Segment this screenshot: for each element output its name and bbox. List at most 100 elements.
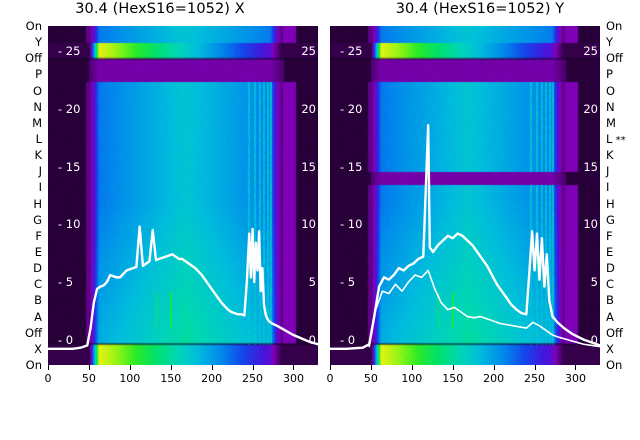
category-label-p: P: [35, 67, 42, 82]
x-axis-tick-label: 300: [282, 372, 304, 385]
category-label-x: X: [34, 341, 42, 356]
x-axis-tick-label: 150: [160, 372, 182, 385]
category-label-m: M: [32, 115, 42, 130]
inner-tick-label-right: 5: [590, 274, 598, 289]
category-axis-left: On Y Off P O N M L K J I H G F E D C B A Off X On: [0, 19, 46, 372]
category-label-off: Off: [25, 51, 42, 66]
x-axis-tick: [211, 365, 213, 370]
inner-tick-label-left: - 25: [340, 44, 363, 59]
category-label-f: F: [606, 228, 613, 243]
category-label-m: M: [606, 115, 616, 130]
category-label-off: Off: [606, 51, 623, 66]
category-label-p: P: [606, 67, 613, 82]
x-axis-tick: [411, 365, 413, 370]
category-label-a: A: [606, 309, 614, 324]
inner-tick-label-left: - 10: [58, 217, 81, 232]
category-label-on-2: On: [25, 358, 42, 372]
overlay-curve-y: [330, 123, 600, 351]
category-label-i: I: [606, 180, 610, 195]
x-axis-x: 0 50 100 150 200 250 300: [44, 365, 318, 405]
category-label-n: N: [33, 99, 42, 114]
category-label-k: K: [34, 148, 42, 163]
x-axis-tick-label: 150: [442, 372, 464, 385]
category-label-off-2: Off: [25, 325, 42, 340]
category-label-l: L: [35, 132, 42, 146]
category-label-e: E: [34, 245, 42, 259]
category-label-h: H: [606, 196, 615, 211]
category-label-i: I: [38, 180, 42, 195]
category-label-b: B: [606, 293, 614, 308]
category-label-c: C: [33, 277, 42, 292]
category-label-g: G: [606, 212, 615, 227]
x-axis-tick-label: 0: [326, 372, 334, 385]
category-label-d: D: [33, 261, 42, 276]
inner-tick-label-right: 25: [583, 44, 598, 59]
category-label-b: B: [34, 293, 42, 308]
panel-y: 30.4 (HexS16=1052) Y - 0 0 - 5 5 - 10 10 - 15 1…: [320, 0, 640, 440]
inner-tick-label-right: 10: [583, 217, 598, 232]
inner-tick-label-right: 15: [583, 159, 598, 174]
category-label-n: N: [606, 99, 615, 114]
x-axis-tick: [534, 365, 536, 370]
inner-tick-label-right: 0: [308, 332, 316, 347]
category-label-a: A: [34, 309, 42, 324]
x-axis-y: 0 50 100 150 200 250 300: [326, 365, 600, 405]
x-axis-tick-label: 250: [524, 372, 546, 385]
inner-tick-label-right: 20: [301, 102, 316, 117]
inner-tick-label-left: - 25: [58, 44, 81, 59]
inner-tick-label-left: - 0: [58, 332, 74, 347]
category-label-h: H: [33, 196, 42, 211]
category-label-e: E: [606, 245, 614, 259]
x-axis-tick: [170, 365, 172, 370]
inner-tick-label-left: - 5: [340, 274, 356, 289]
x-axis-tick: [293, 365, 295, 370]
panel-x-title: 30.4 (HexS16=1052) X: [75, 1, 245, 17]
inner-tick-label-left: - 15: [58, 159, 81, 174]
inner-tick-label-left: - 5: [58, 274, 74, 289]
inner-tick-label-right: 25: [301, 44, 316, 59]
inner-tick-label-left: - 0: [340, 332, 356, 347]
category-label-g: G: [33, 212, 42, 227]
category-label-f: F: [35, 228, 42, 243]
x-axis-tick: [575, 365, 577, 370]
x-axis-tick-label: 0: [44, 372, 52, 385]
category-label-j: J: [38, 164, 42, 179]
x-axis-tick: [88, 365, 90, 370]
category-label-d: D: [606, 261, 615, 276]
inner-tick-label-left: - 15: [340, 159, 363, 174]
annotation-marker: **: [612, 135, 626, 146]
x-axis-tick: [252, 365, 254, 370]
inner-tick-label-left: - 20: [340, 102, 363, 117]
x-axis-tick: [452, 365, 454, 370]
category-label-y: Y: [34, 35, 42, 50]
inner-tick-label-left: - 20: [58, 102, 81, 117]
heatmap-x[interactable]: - 0 0 - 5 5 - 10 10 - 15 15 - 20 20 - 25 25: [48, 26, 318, 365]
category-label-x: X: [606, 341, 614, 356]
x-axis-tick-label: 100: [401, 372, 423, 385]
x-axis-tick: [48, 365, 49, 370]
x-axis-tick-label: 200: [483, 372, 505, 385]
inner-tick-label-right: 0: [590, 332, 598, 347]
x-axis-tick: [370, 365, 372, 370]
category-label-on: On: [606, 19, 623, 33]
overlay-curve-x: [48, 225, 318, 351]
category-axis-right: On Y Off P O N M L ** K J I H G F E D C B A Off X On: [600, 19, 640, 372]
x-axis-tick-label: 100: [119, 372, 141, 385]
category-label-l: L **: [606, 132, 626, 146]
category-label-on-2: On: [606, 358, 623, 372]
x-axis-tick-label: 50: [81, 372, 96, 385]
x-axis-tick: [330, 365, 331, 370]
category-label-off-2: Off: [606, 325, 623, 340]
panel-x: 30.4 (HexS16=1052) X Dipole - 00- 55- 10…: [44, 1, 318, 405]
category-label-on: On: [25, 19, 42, 33]
category-label-y: Y: [606, 35, 614, 50]
panel-y-title: 30.4 (HexS16=1052) Y: [395, 1, 565, 17]
category-label-c: C: [606, 277, 615, 292]
x-axis-tick: [129, 365, 131, 370]
heatmap-y[interactable]: - 0 0 - 5 5 - 10 10 - 15 15 - 20 20 - 25 25: [330, 26, 600, 365]
x-axis-tick-label: 250: [242, 372, 264, 385]
inner-tick-label-right: 20: [583, 102, 598, 117]
x-axis-tick: [493, 365, 495, 370]
category-label-j: J: [606, 164, 610, 179]
